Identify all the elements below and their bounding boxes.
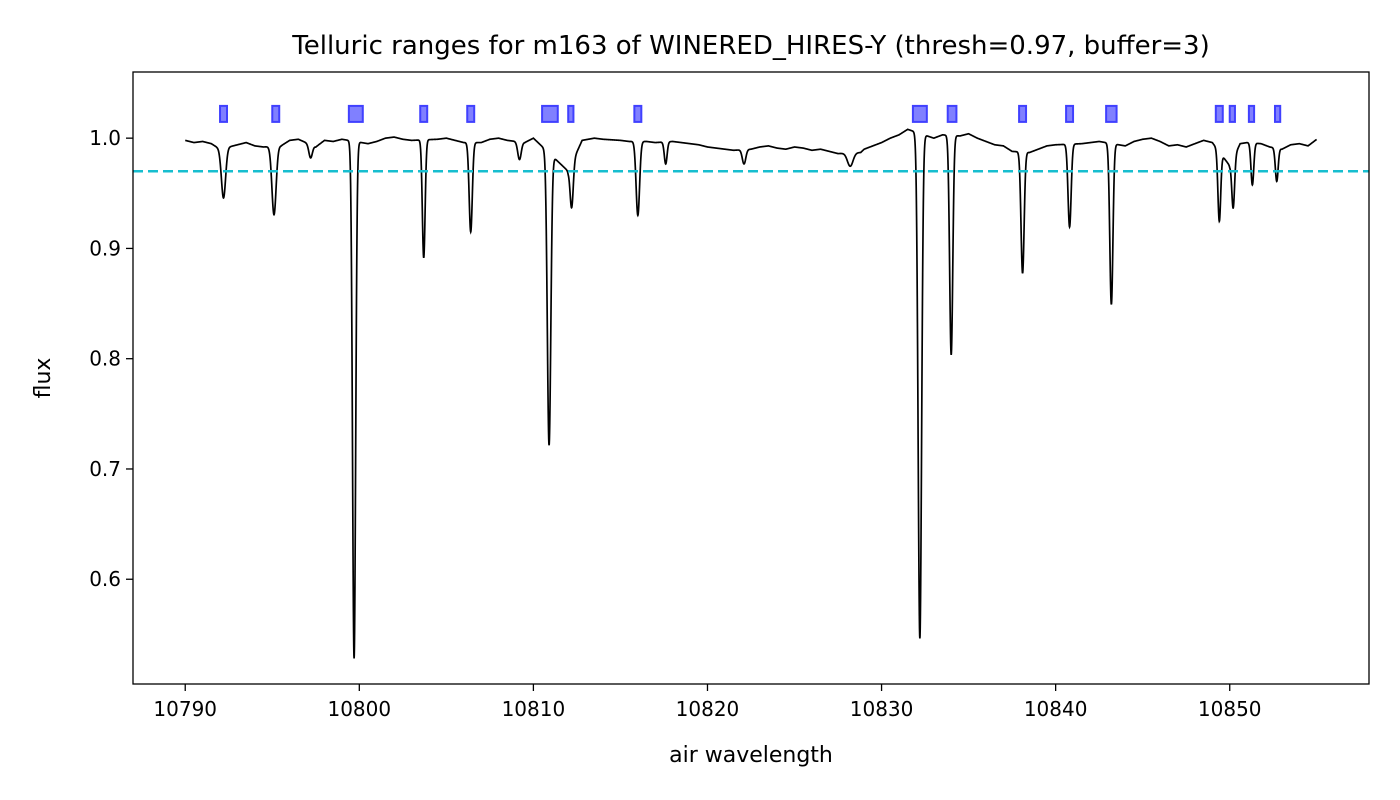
telluric-range-marker [946, 104, 958, 123]
telluric-range-marker [1105, 104, 1118, 123]
x-axis: 10790 10800 10810 10820 10830 10840 10850 [153, 684, 1262, 721]
x-tick-label: 10830 [850, 697, 914, 721]
telluric-range-marker [347, 104, 364, 123]
plot-frame [132, 71, 1370, 685]
y-tick-label: 0.7 [89, 457, 121, 481]
telluric-range-marker [271, 104, 281, 123]
y-axis-label: flux [31, 358, 56, 399]
chart-title: Telluric ranges for m163 of WINERED_HIRE… [291, 31, 1209, 61]
telluric-range-marker [1247, 104, 1256, 123]
spectrum-line [185, 128, 1318, 659]
x-axis-label: air wavelength [669, 743, 833, 768]
telluric-range-marker [1065, 104, 1075, 123]
telluric-range-marker [567, 104, 575, 123]
x-tick-label: 10810 [502, 697, 566, 721]
telluric-range-marker [1214, 104, 1224, 123]
x-tick-label: 10850 [1198, 697, 1262, 721]
telluric-range-marker [219, 104, 228, 123]
y-tick-label: 0.8 [89, 347, 121, 371]
telluric-range-marker [911, 104, 928, 123]
x-tick-label: 10800 [327, 697, 391, 721]
telluric-range-marker [541, 104, 559, 123]
telluric-range-marker [466, 104, 476, 123]
plot-area [133, 104, 1369, 659]
y-axis: 0.6 0.7 0.8 0.9 1.0 [89, 126, 133, 591]
x-tick-label: 10790 [153, 697, 217, 721]
y-tick-label: 1.0 [89, 126, 121, 150]
telluric-range-marker [633, 104, 643, 123]
y-tick-label: 0.9 [89, 236, 121, 260]
telluric-range-marker [419, 104, 429, 123]
x-tick-label: 10840 [1024, 697, 1088, 721]
telluric-range-marker [1018, 104, 1028, 123]
x-tick-label: 10820 [676, 697, 740, 721]
telluric-range-marker [1228, 104, 1236, 123]
y-tick-label: 0.6 [89, 567, 121, 591]
telluric-range-marker [1273, 104, 1282, 123]
